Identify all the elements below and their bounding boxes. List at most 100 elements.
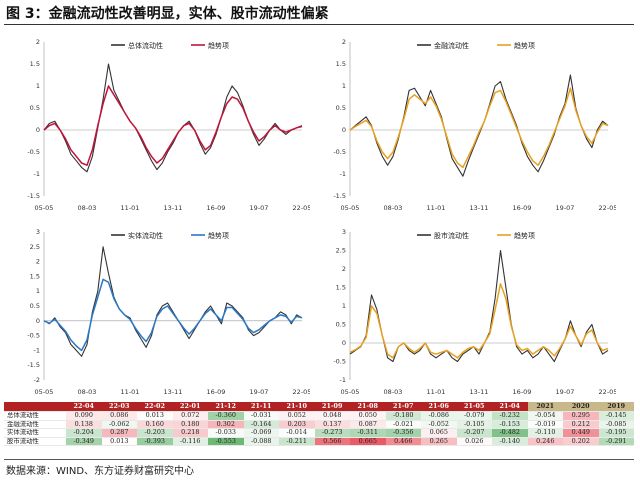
- y-tick-label: 1: [342, 82, 346, 90]
- table-cell: 0.026: [456, 437, 492, 446]
- x-tick-label: 13-11: [470, 388, 489, 396]
- x-tick-label: 08-03: [384, 204, 403, 212]
- series-line-real-0: [43, 246, 303, 357]
- chart-panel-finance: 2 1.5 1 0.5 0 -0.5 -1 -1.5 05-05 08-03 11-01 13-11 1…: [332, 32, 616, 214]
- table-cell: -0.360: [208, 411, 244, 421]
- y-tick-label: -0.5: [27, 148, 40, 156]
- table-cell: -0.021: [385, 420, 421, 429]
- y-tick-label: 0: [342, 126, 346, 134]
- table-cell: 0.246: [527, 437, 563, 446]
- table-cell: 0.180: [172, 420, 208, 429]
- x-tick-label: 19-07: [250, 388, 269, 396]
- table-cell: 0.137: [314, 420, 350, 429]
- y-tick-label: -2: [34, 376, 40, 384]
- legend-label: 实体流动性: [128, 231, 163, 240]
- table-cell: 0.665: [350, 437, 386, 446]
- row-label: 股市流动性: [7, 437, 39, 445]
- y-tick-label: -1.5: [333, 192, 346, 200]
- x-tick-label: 08-03: [78, 204, 97, 212]
- y-tick-label: 1: [36, 287, 40, 295]
- y-tick-label: -1: [34, 170, 40, 178]
- x-tick-label: 22-05: [599, 204, 616, 212]
- table-header-cell: 21-11: [243, 402, 279, 412]
- chart-panel-real: 3 2.5 2 1.5 1 0.5 0 -0.5 -1 -1.5 -2 05-05 08-03 11-01…: [26, 222, 310, 398]
- table-body: 总体流动性 0.090 0.086 0.013 0.072 -0.360 -0.031 0.0…: [4, 411, 634, 446]
- table-header-cell: 21-09: [314, 402, 350, 412]
- table-cell: 0.287: [101, 428, 137, 438]
- table-header-cell: 21-06: [421, 402, 457, 412]
- table-cell: -0.085: [598, 420, 634, 429]
- table-header-cell: 21-08: [350, 402, 386, 412]
- figure-title: 图 3：金融流动性改善明显，实体、股市流动性偏紧: [6, 6, 329, 22]
- table-header-cell: 2019: [598, 402, 634, 412]
- title-rule: [4, 24, 634, 25]
- chart-panel-stock: 3 2.5 2 1.5 1 0.5 0 -0.5 -1 05-05 08-03 11-01 13-11 1…: [332, 222, 616, 398]
- table-cell: -0.105: [456, 420, 492, 429]
- table-cell: 0.087: [350, 420, 386, 429]
- liquidity-table: 22-04 22-03 22-02 22-01 21-12 21-11 21-10 21-09…: [4, 402, 634, 446]
- table-cell: 0.265: [421, 437, 457, 446]
- y-tick-label: 1: [36, 82, 40, 90]
- table-cell: -0.116: [172, 437, 208, 446]
- y-tick-label: 0.5: [336, 321, 346, 329]
- table-cell: 0.202: [563, 437, 599, 446]
- table-cell: -0.052: [421, 420, 457, 429]
- table-cell: -0.232: [492, 411, 528, 421]
- table-cell: -0.069: [243, 428, 279, 438]
- table-header-cell: 21-12: [208, 402, 244, 412]
- x-tick-label: 16-09: [513, 204, 532, 212]
- x-tick-label: 22-05: [599, 388, 616, 396]
- y-tick-label: 2: [342, 38, 346, 46]
- series-line-total-0: [43, 63, 303, 173]
- table-row: 实体流动性 -0.204 0.287 -0.203 0.218 -0.033 -0.069-…: [4, 428, 634, 438]
- x-tick-label: 13-11: [164, 204, 183, 212]
- x-tick-label: 05-05: [341, 204, 360, 212]
- table-cell: -0.195: [598, 428, 634, 438]
- x-tick-label: 22-05: [293, 388, 310, 396]
- table-cell: -0.393: [137, 437, 173, 446]
- table-cell: -0.140: [492, 437, 528, 446]
- table-cell: 0.050: [350, 411, 386, 421]
- y-tick-label: 2: [36, 38, 40, 46]
- table-header-cell: 21-04: [492, 402, 528, 412]
- table-cell: -0.211: [279, 437, 315, 446]
- table-cell: -0.033: [208, 428, 244, 438]
- y-tick-label: 0: [36, 317, 40, 325]
- table-cell: 0.086: [101, 411, 137, 421]
- table-cell: -0.088: [243, 437, 279, 446]
- y-tick-label: 0.5: [336, 104, 346, 112]
- table-cell: 0.013: [101, 437, 137, 446]
- series-line-real-1: [43, 278, 303, 352]
- table-cell: 0.218: [172, 428, 208, 438]
- table-header-cell: 22-03: [101, 402, 137, 412]
- table-cell: -0.273: [314, 428, 350, 438]
- table-cell: 0.302: [208, 420, 244, 429]
- y-tick-label: -0.5: [333, 148, 346, 156]
- table-corner: [4, 402, 66, 412]
- bottom-rule: [4, 459, 634, 460]
- table-cell: -0.145: [598, 411, 634, 421]
- table-cell: 0.138: [66, 420, 102, 429]
- chart-real-svg: 3 2.5 2 1.5 1 0.5 0 -0.5 -1 -1.5 -2 05-05 08-03 11-01…: [27, 228, 310, 396]
- y-tick-label: 3: [342, 228, 346, 236]
- x-tick-label: 19-07: [556, 204, 575, 212]
- series-line-finance-1: [349, 87, 609, 169]
- legend-label: 趋势项: [208, 41, 229, 50]
- y-tick-label: 0: [342, 339, 346, 347]
- legend-label: 总体流动性: [128, 41, 163, 50]
- x-tick-label: 05-05: [341, 388, 360, 396]
- y-tick-label: 2: [342, 265, 346, 273]
- table-row: 金融流动性 0.138 -0.062 0.160 0.180 0.302 -0.164 0.2…: [4, 420, 634, 429]
- table-cell: 0.065: [421, 428, 457, 438]
- series-line-stock-1: [349, 283, 609, 359]
- y-tick-label: -1: [34, 346, 40, 354]
- table-cell: -0.203: [137, 428, 173, 438]
- table-cell: -0.062: [101, 420, 137, 429]
- table-cell: 0.449: [563, 428, 599, 438]
- table-cell: -0.291: [598, 437, 634, 446]
- table-cell: -0.204: [66, 428, 102, 438]
- x-tick-label: 19-07: [250, 204, 269, 212]
- table-cell: 0.013: [137, 411, 173, 421]
- table-header-cell: 2021: [527, 402, 563, 412]
- y-tick-label: 2: [36, 258, 40, 266]
